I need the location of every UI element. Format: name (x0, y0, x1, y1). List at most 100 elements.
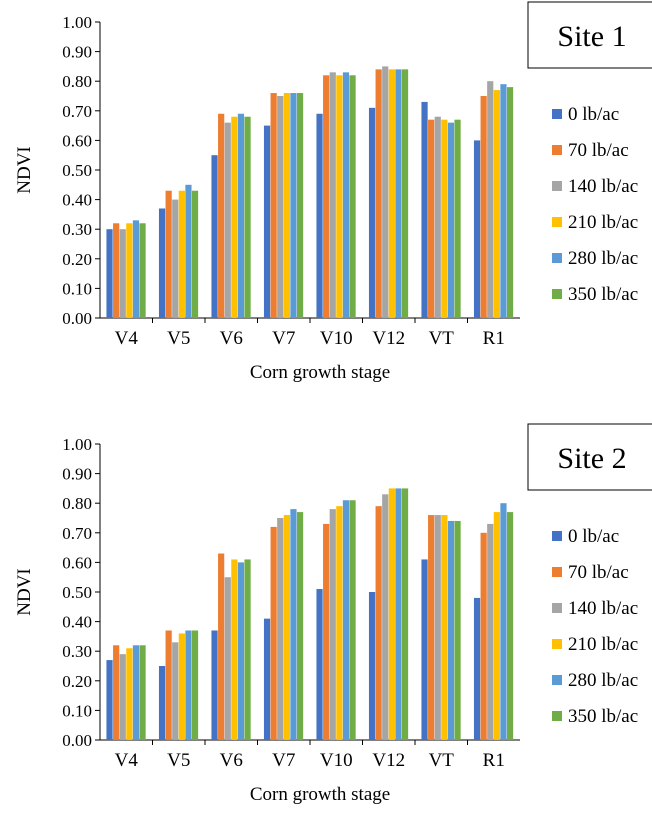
bar-v5-series-4 (178, 633, 185, 740)
bar-v4-series-2 (113, 645, 120, 740)
bar-v4-series-4 (126, 648, 133, 740)
x-tick-label: V5 (167, 328, 190, 349)
legend-label: 0 lb/ac (568, 104, 619, 125)
bar-v7-series-4 (283, 515, 290, 740)
x-tick-label: V12 (372, 750, 405, 771)
y-tick-label: 0.40 (62, 191, 92, 210)
bar-r1-series-4 (493, 512, 500, 740)
bar-v7-series-5 (290, 93, 297, 318)
x-tick-label: V4 (115, 328, 139, 349)
bar-v6-series-3 (224, 122, 231, 318)
y-axis-title: NDVI (14, 146, 35, 194)
x-axis-title: Corn growth stage (250, 784, 390, 805)
bar-v10-series-2 (323, 523, 330, 740)
x-axis-title: Corn growth stage (250, 362, 390, 383)
legend-label: 280 lb/ac (568, 670, 638, 691)
bar-v4-series-1 (106, 229, 113, 318)
chart-site-2: 0.00 0.10 0.20 0.30 0.40 0.50 0.60 0.70 0.80 0.90… (14, 423, 652, 805)
bar-r1-series-2 (480, 96, 487, 318)
bar-v12-series-6 (401, 488, 409, 740)
legend-label: 70 lb/ac (568, 562, 629, 583)
bar-vt-series-4 (441, 119, 448, 319)
bar-v7-series-1 (263, 618, 271, 740)
legend-label: 350 lb/ac (568, 706, 638, 727)
bar-v12-series-1 (368, 592, 376, 740)
bar-vt-series-3 (434, 116, 441, 318)
bar-v6-series-2 (218, 113, 225, 318)
y-tick-label: 0.90 (62, 43, 92, 62)
bar-r1-series-2 (480, 532, 487, 740)
bar-v7-series-5 (290, 509, 297, 740)
x-tick-label: V10 (320, 328, 353, 349)
bar-v7-series-3 (277, 518, 284, 740)
bar-v4-series-3 (119, 654, 126, 740)
y-tick-label: 0.50 (62, 161, 92, 180)
bar-r1-series-3 (487, 523, 494, 740)
bar-v5-series-5 (185, 630, 192, 740)
bar-r1-series-4 (493, 90, 500, 318)
y-tick-label: 0.60 (62, 131, 92, 150)
legend-swatch (552, 181, 562, 191)
y-tick-label: 0.20 (62, 250, 92, 269)
bar-vt-series-6 (454, 520, 461, 740)
bar-v12-series-5 (395, 488, 402, 740)
bar-v4-series-4 (126, 223, 133, 318)
x-tick-label: R1 (483, 750, 505, 771)
y-tick-label: 0.10 (62, 701, 92, 720)
y-tick-label: 0.90 (62, 465, 92, 484)
legend-label: 350 lb/ac (568, 284, 638, 305)
bar-v6-series-1 (211, 630, 218, 740)
bar-v7-series-1 (263, 125, 271, 318)
bar-v4-series-5 (132, 220, 140, 318)
bar-v6-series-2 (218, 553, 225, 740)
bar-v6-series-4 (231, 116, 238, 318)
bar-v7-series-6 (296, 93, 304, 318)
bar-v7-series-2 (270, 93, 277, 318)
bar-v10-series-1 (316, 113, 323, 318)
bar-vt-series-1 (421, 559, 428, 740)
x-tick-label: V7 (272, 750, 295, 771)
bar-v5-series-4 (178, 190, 185, 318)
legend-swatch (552, 675, 562, 685)
bar-v7-series-4 (283, 93, 290, 318)
y-tick-label: 0.20 (62, 672, 92, 691)
legend-label: 0 lb/ac (568, 526, 619, 547)
legend-swatch (552, 253, 562, 263)
site-label: Site 1 (557, 20, 626, 53)
legend-label: 70 lb/ac (568, 140, 629, 161)
site-label-box (527, 1, 652, 69)
legend-swatch (552, 603, 562, 613)
x-tick-label: V4 (115, 750, 139, 771)
bar-v4-series-1 (106, 660, 113, 740)
bar-v6-series-4 (231, 559, 238, 740)
y-tick-label: 0.70 (62, 102, 92, 121)
bar-r1-series-6 (506, 87, 514, 319)
y-tick-label: 0.80 (62, 72, 92, 91)
bar-v12-series-1 (368, 107, 376, 318)
bar-vt-series-1 (421, 101, 428, 318)
site-label: Site 2 (557, 442, 626, 475)
bar-v4-series-6 (139, 645, 146, 740)
legend-label: 140 lb/ac (568, 598, 638, 619)
bar-v5-series-6 (191, 630, 199, 740)
legend-label: 140 lb/ac (568, 176, 638, 197)
bar-v4-series-2 (113, 223, 120, 318)
bar-v4-series-6 (139, 223, 146, 318)
bar-vt-series-6 (454, 119, 461, 319)
bar-v12-series-3 (382, 66, 389, 319)
legend-swatch (552, 289, 562, 299)
bar-v12-series-4 (388, 69, 395, 318)
x-tick-label: VT (429, 328, 455, 349)
legend-label: 210 lb/ac (568, 212, 638, 233)
x-tick-label: V5 (167, 750, 190, 771)
bar-v6-series-3 (224, 577, 231, 740)
bar-vt-series-5 (447, 122, 455, 318)
bar-v10-series-5 (342, 72, 350, 318)
x-tick-label: V6 (220, 750, 243, 771)
bar-v10-series-2 (323, 75, 330, 318)
legend-label: 210 lb/ac (568, 634, 638, 655)
bar-r1-series-3 (487, 81, 494, 318)
bar-r1-series-1 (473, 140, 481, 318)
bar-v5-series-1 (158, 208, 166, 318)
